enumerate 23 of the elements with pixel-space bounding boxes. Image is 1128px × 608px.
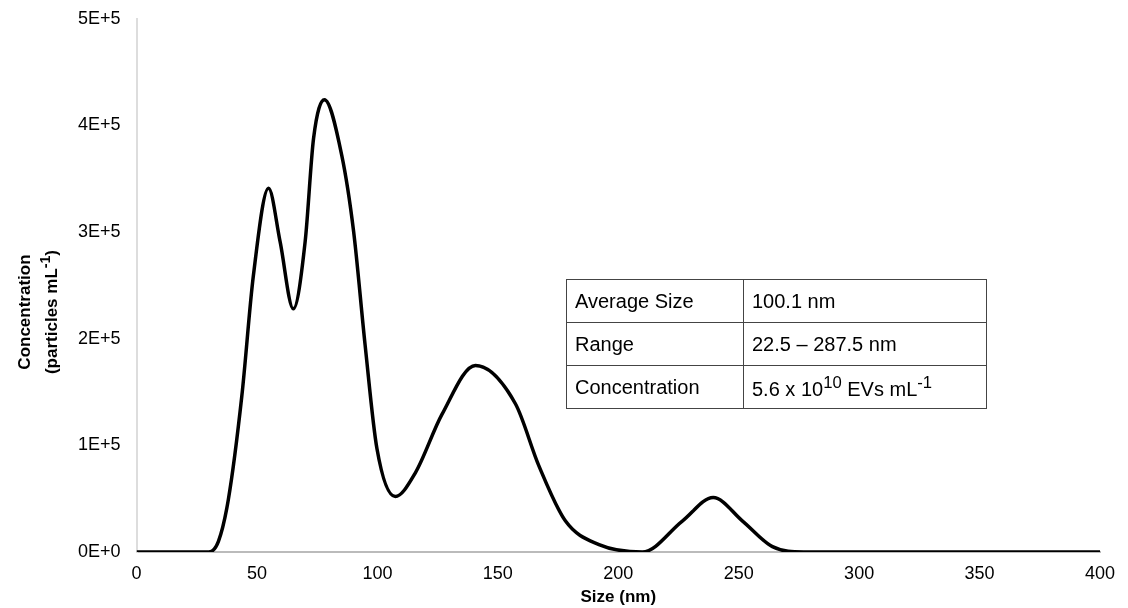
- x-axis-title: Size (nm): [580, 587, 657, 607]
- y-tick-label: 5E+5: [77, 7, 121, 28]
- x-tick-label: 0: [131, 562, 142, 583]
- y-tick-label: 0E+0: [77, 540, 121, 561]
- y-tick-label: 3E+5: [77, 221, 121, 242]
- x-tick-label: 400: [1084, 562, 1116, 583]
- y-tick-label: 1E+5: [77, 434, 121, 455]
- annotation: 22.5 – 287.5 nm: [743, 322, 987, 366]
- line-series: [136, 98, 1100, 552]
- x-tick-label: 50: [246, 562, 267, 583]
- x-tick-label: 350: [964, 562, 995, 583]
- annotation: Average Size: [566, 279, 744, 323]
- x-tick-label: 250: [723, 562, 754, 583]
- x-tick-label: 150: [482, 562, 513, 583]
- x-tick-label: 100: [362, 562, 393, 583]
- annotation: Range: [566, 322, 744, 366]
- y-tick-label: 2E+5: [77, 327, 121, 348]
- x-tick-label: 200: [603, 562, 634, 583]
- annotation: 100.1 nm: [743, 279, 987, 323]
- x-tick-label: 300: [844, 562, 875, 583]
- y-tick-label: 4E+5: [77, 114, 121, 135]
- annotation: Concentration: [566, 365, 744, 409]
- annotation: 5.6 x 10$^{10}$ EVs mL$^{-1}$: [743, 365, 987, 409]
